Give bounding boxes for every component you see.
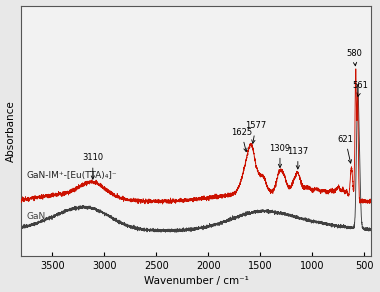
Text: 1625: 1625 <box>231 128 252 152</box>
Text: 1577: 1577 <box>245 121 267 143</box>
Text: 561: 561 <box>353 81 368 96</box>
Text: 580: 580 <box>346 49 362 66</box>
Y-axis label: Absorbance: Absorbance <box>6 100 16 162</box>
Text: GaN-IM⁺-[Eu(TTA)₄]⁻: GaN-IM⁺-[Eu(TTA)₄]⁻ <box>26 171 117 180</box>
Text: 1309: 1309 <box>269 144 291 168</box>
Text: 1137: 1137 <box>287 147 309 169</box>
Text: 3110: 3110 <box>82 154 103 179</box>
Text: GaN: GaN <box>26 212 46 221</box>
X-axis label: Wavenumber / cm⁻¹: Wavenumber / cm⁻¹ <box>144 277 249 286</box>
Text: 621: 621 <box>337 135 353 163</box>
